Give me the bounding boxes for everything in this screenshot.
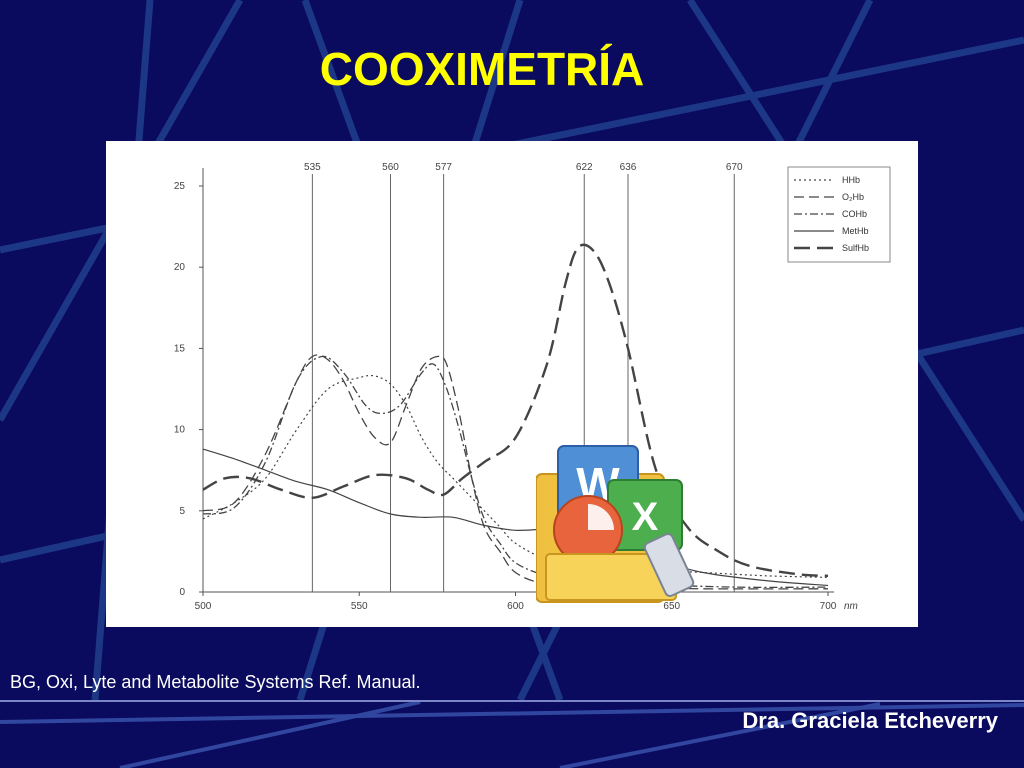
- author-name: Dra. Graciela Etcheverry: [742, 708, 998, 733]
- legend-label: COHb: [842, 209, 867, 219]
- x-tick-label: 700: [820, 601, 837, 612]
- legend-label: SulfHb: [842, 243, 869, 253]
- footer-divider: [0, 700, 1024, 702]
- svg-text:X: X: [632, 495, 659, 539]
- y-tick-label: 5: [179, 506, 185, 517]
- x-tick-label: 650: [663, 601, 680, 612]
- reference-line-label: 622: [576, 162, 593, 173]
- y-tick-label: 15: [174, 343, 186, 354]
- chart-panel: 0 5 10 15 20 25 500 550 600 650 700 nm 535 560 577 622…: [106, 141, 918, 627]
- legend-label: MetHb: [842, 226, 869, 236]
- y-tick-label: 0: [179, 587, 185, 598]
- x-tick-label: 500: [195, 601, 212, 612]
- microsoft-office-logo-icon: W X: [536, 445, 695, 603]
- legend-label: HHb: [842, 175, 860, 185]
- series-line-hhb: [202, 374, 829, 578]
- x-tick-label: 550: [351, 601, 368, 612]
- reference-line-label: 577: [435, 162, 452, 173]
- reference-line-label: 670: [726, 162, 743, 173]
- reference-line-label: 535: [304, 162, 321, 173]
- series-line-cohb: [202, 355, 829, 589]
- series-line-sulfhb: [202, 243, 829, 577]
- reference-line-label: 560: [382, 162, 399, 173]
- x-tick-label: 600: [507, 601, 524, 612]
- slide-title: COOXIMETRÍA: [319, 43, 645, 95]
- reference-line-label: 636: [620, 162, 637, 173]
- y-tick-label: 25: [174, 181, 186, 192]
- y-tick-label: 20: [174, 262, 186, 273]
- x-axis-unit-label: nm: [844, 601, 858, 612]
- y-tick-label: 10: [174, 425, 186, 436]
- absorption-spectra-chart: 0 5 10 15 20 25 500 550 600 650 700 nm 535 560 577 622…: [174, 162, 891, 612]
- source-citation: BG, Oxi, Lyte and Metabolite Systems Ref…: [10, 672, 421, 692]
- legend-label: O₂Hb: [842, 192, 864, 202]
